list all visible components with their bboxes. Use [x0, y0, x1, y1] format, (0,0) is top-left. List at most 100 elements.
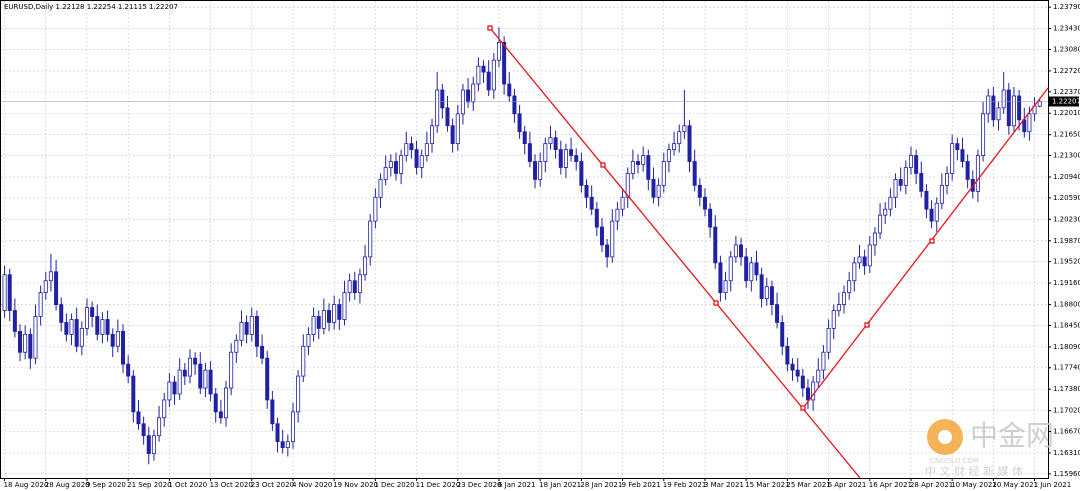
candle-body	[28, 333, 33, 359]
candle-body	[342, 292, 347, 320]
x-tick-label: 1 Dec 2020	[374, 481, 414, 489]
candle-body	[363, 256, 368, 276]
candle-body	[563, 149, 568, 168]
candle-body	[996, 107, 1001, 121]
candle-body	[672, 143, 677, 150]
candle-body	[440, 89, 445, 109]
candle-body	[218, 411, 223, 419]
candle-body	[543, 143, 548, 162]
candle-body	[718, 262, 723, 294]
candle-body	[368, 220, 373, 258]
candle-body	[785, 345, 790, 365]
candle-body	[110, 333, 115, 347]
candle-body	[48, 271, 53, 282]
bid-label: 1.22207	[1052, 98, 1080, 106]
candle-body	[569, 149, 574, 156]
candle-body	[914, 155, 919, 174]
candle-body	[1037, 101, 1042, 107]
candle-body	[450, 125, 455, 145]
candle-body	[538, 161, 543, 180]
candle-body	[460, 89, 465, 115]
candle-body	[378, 178, 383, 198]
x-tick-label: 9 Sep 2020	[86, 481, 126, 489]
y-tick-label: 1.23790	[1053, 3, 1080, 11]
candle-body	[466, 89, 471, 103]
candle-body	[805, 387, 810, 401]
candle-body	[636, 161, 641, 165]
y-tick-label: 1.17380	[1053, 385, 1080, 393]
x-tick-label: 23 Dec 2020	[457, 481, 502, 489]
candle-body	[759, 274, 764, 300]
candle-body	[327, 310, 332, 323]
candle-body	[208, 369, 213, 395]
candle-body	[95, 316, 100, 335]
candle-body	[2, 274, 7, 311]
trendline-anchor	[929, 238, 935, 244]
x-tick-label: 13 Oct 2020	[210, 481, 253, 489]
candle-body	[1022, 119, 1027, 133]
candle-body	[862, 256, 867, 267]
candle-body	[749, 262, 754, 282]
candle-body	[502, 41, 507, 85]
candle-body	[79, 328, 84, 347]
x-tick-label: 23 Oct 2020	[251, 481, 294, 489]
candle-body	[945, 173, 950, 186]
candle-body	[316, 316, 321, 329]
y-tick-label: 1.22720	[1053, 67, 1080, 75]
x-tick-label: 1 Oct 2020	[168, 481, 207, 489]
candle-body	[347, 280, 352, 294]
candle-body	[414, 149, 419, 168]
candle-body	[775, 304, 780, 323]
x-tick-label: 3 Mar 2021	[704, 481, 744, 489]
candle-body	[605, 244, 610, 258]
candle-body	[373, 196, 378, 222]
candle-body	[811, 381, 816, 401]
x-tick-label: 20 May 2021	[992, 481, 1038, 489]
candle-body	[723, 280, 728, 294]
candle-body	[857, 256, 862, 264]
candle-body	[517, 113, 522, 133]
candle-body	[579, 161, 584, 186]
candle-body	[100, 319, 105, 335]
candle-body	[908, 155, 913, 168]
candle-body	[533, 161, 538, 180]
candle-body	[151, 435, 156, 454]
candle-body	[522, 131, 527, 145]
candle-body	[280, 441, 285, 449]
candle-body	[965, 161, 970, 180]
candle-body	[172, 381, 177, 395]
candle-body	[471, 83, 476, 103]
candle-body	[893, 178, 898, 198]
candle-body	[1011, 95, 1016, 127]
trendline-anchor	[600, 162, 606, 168]
candle-body	[399, 155, 404, 174]
bid-box	[1049, 96, 1079, 107]
candle-body	[754, 262, 759, 276]
candle-body	[527, 143, 532, 162]
candle-body	[960, 149, 965, 162]
candle-body	[224, 387, 229, 419]
candle-body	[388, 161, 393, 168]
candle-body	[74, 319, 79, 347]
candle-body	[419, 155, 424, 168]
y-tick-label: 1.18450	[1053, 321, 1080, 329]
y-tick-label: 1.17740	[1053, 364, 1080, 372]
candle-body	[393, 161, 398, 174]
candle-body	[919, 173, 924, 192]
candle-body	[821, 351, 826, 371]
candle-body	[162, 399, 167, 419]
plot-frame	[0, 0, 1049, 479]
trendline-up	[802, 87, 1049, 409]
candle-body	[929, 208, 934, 222]
candle-body	[115, 330, 120, 347]
y-tick-label: 1.18800	[1053, 301, 1080, 309]
candle-body	[383, 167, 388, 180]
candle-body	[357, 274, 362, 294]
candle-body	[924, 190, 929, 210]
candle-body	[903, 167, 908, 186]
y-tick-label: 1.21300	[1053, 152, 1080, 160]
y-tick-label: 1.22370	[1053, 88, 1080, 96]
x-tick-label: 1 Jun 2021	[1034, 481, 1072, 489]
x-tick-label: 15 Mar 2021	[745, 481, 789, 489]
candle-body	[177, 369, 182, 395]
